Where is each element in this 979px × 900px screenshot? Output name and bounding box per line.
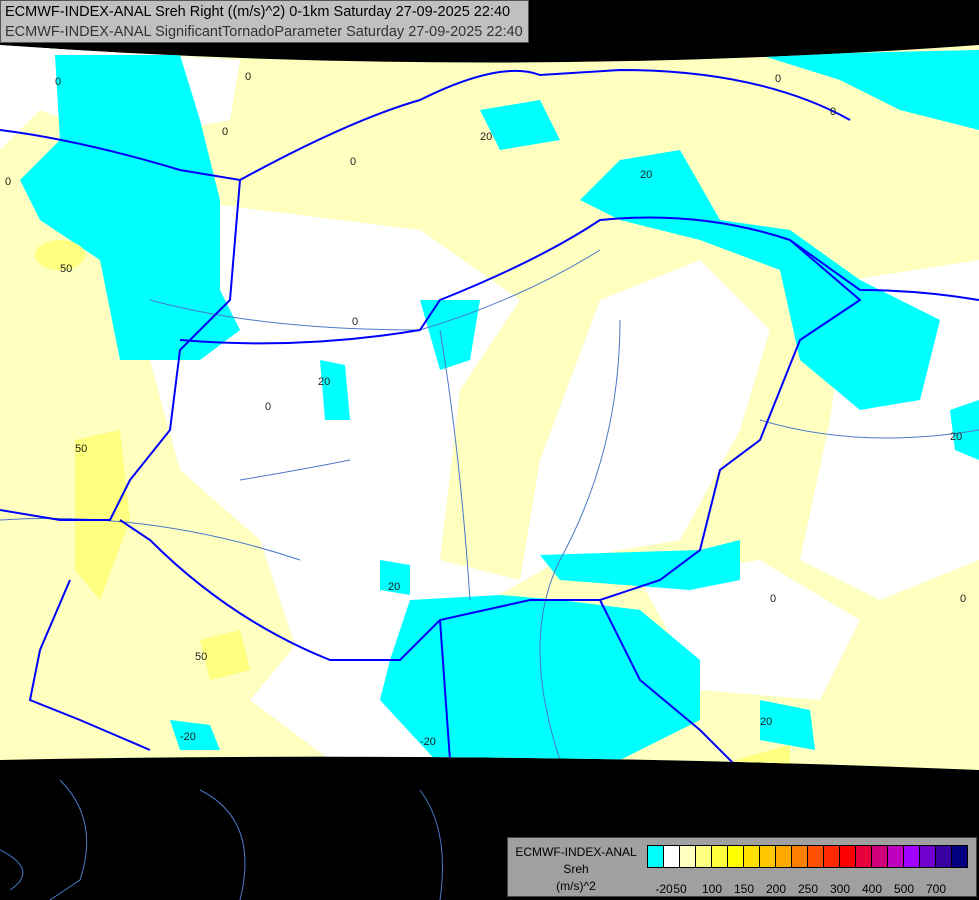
legend-swatch (648, 846, 664, 867)
legend-swatch (712, 846, 728, 867)
legend-tick-label: 300 (829, 882, 851, 896)
contour-label: 0 (350, 156, 356, 168)
legend-swatch (744, 846, 760, 867)
contour-label: 0 (352, 316, 358, 328)
contour-label: 0 (960, 593, 966, 605)
legend-unit: (m/s)^2 (556, 879, 596, 893)
legend-tick-label: 400 (861, 882, 883, 896)
legend-swatch (856, 846, 872, 867)
legend-swatch (776, 846, 792, 867)
legend-swatch (936, 846, 952, 867)
legend-tick-label: 500 (893, 882, 915, 896)
contour-label: 50 (60, 263, 72, 275)
legend-model: ECMWF-INDEX-ANAL (515, 845, 637, 859)
legend-tick-label: 200 (765, 882, 787, 896)
legend-swatch (808, 846, 824, 867)
contour-label: 0 (265, 401, 271, 413)
legend-swatch (728, 846, 744, 867)
legend-swatch (760, 846, 776, 867)
contour-label: 50 (195, 651, 207, 663)
legend-tick-label: 50 (673, 882, 687, 896)
color-legend: ECMWF-INDEX-ANAL Sreh (m/s)^2 -20 50 100 15… (507, 837, 977, 897)
contour-label: 0 (5, 176, 11, 188)
legend-color-bar (647, 845, 968, 868)
legend-swatch (696, 846, 712, 867)
legend-tick-label: 100 (701, 882, 723, 896)
title-line-1: ECMWF-INDEX-ANAL Sreh Right ((m/s)^2) 0-… (5, 4, 511, 20)
contour-label: 20 (760, 716, 772, 728)
legend-tick-label: 700 (925, 882, 947, 896)
legend-tick-label: -20 (655, 882, 673, 896)
country-borders (0, 68, 979, 770)
legend-tick-label: 250 (797, 882, 819, 896)
legend-swatch (664, 846, 680, 867)
legend-swatch (680, 846, 696, 867)
contour-label: 0 (775, 73, 781, 85)
legend-title: ECMWF-INDEX-ANAL Sreh (m/s)^2 (508, 844, 644, 895)
contour-label: 20 (640, 169, 652, 181)
contour-label: 0 (245, 71, 251, 83)
legend-variable: Sreh (563, 862, 589, 876)
contour-label: -20 (180, 731, 196, 743)
contour-label: 20 (318, 376, 330, 388)
contour-label: 20 (480, 131, 492, 143)
legend-swatch (904, 846, 920, 867)
legend-swatch (840, 846, 856, 867)
legend-swatch (952, 846, 967, 867)
contour-label: 0 (770, 593, 776, 605)
legend-swatch (920, 846, 936, 867)
contour-labels: 0 0 20 20 0 0 0 50 0 20 0 50 20 50 20 0 0 20 -20 -20 0 0 (5, 71, 966, 748)
contour-label: 20 (950, 431, 962, 443)
outside-borders (0, 779, 443, 900)
legend-swatch (792, 846, 808, 867)
legend-swatch (888, 846, 904, 867)
contour-label: 20 (388, 581, 400, 593)
map-title: ECMWF-INDEX-ANAL Sreh Right ((m/s)^2) 0-… (0, 0, 529, 43)
contour-label: -20 (420, 736, 436, 748)
legend-swatch (824, 846, 840, 867)
contour-label: 50 (75, 443, 87, 455)
contour-label: 0 (55, 76, 61, 88)
contour-label: 0 (830, 106, 836, 118)
legend-swatch (872, 846, 888, 867)
negative-areas (20, 50, 979, 765)
title-line-2: ECMWF-INDEX-ANAL SignificantTornadoParam… (5, 24, 523, 40)
legend-tick-label: 150 (733, 882, 755, 896)
contour-label: 0 (222, 126, 228, 138)
